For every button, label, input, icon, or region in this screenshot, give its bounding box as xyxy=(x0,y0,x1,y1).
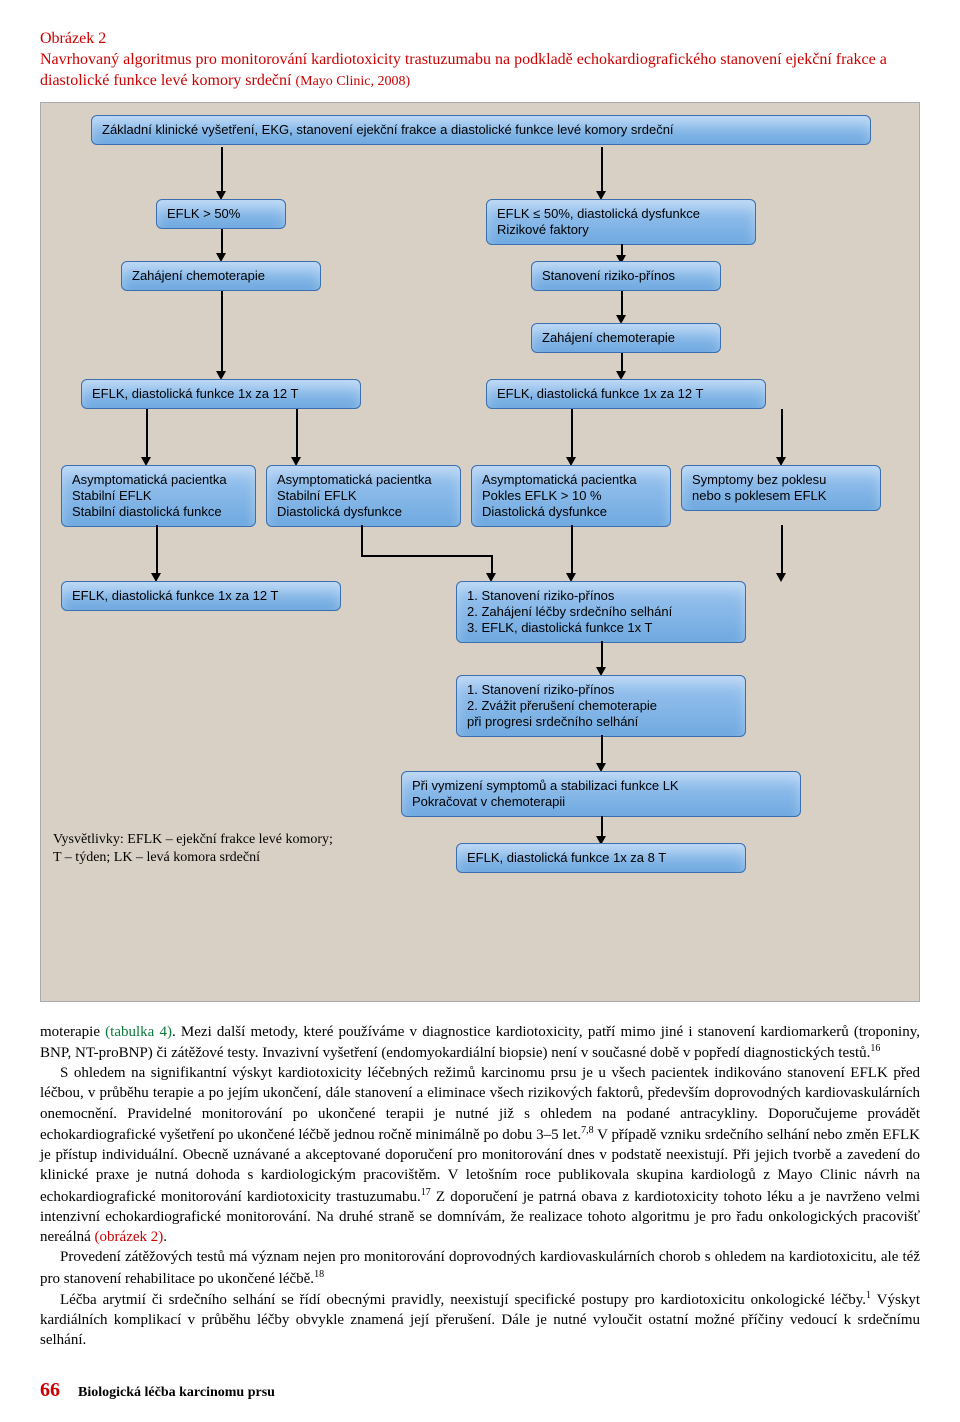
node-eflk8t: EFLK, diastolická funkce 1x za 8 T xyxy=(456,843,746,873)
figure-title: Obrázek 2 xyxy=(40,30,920,48)
arrow xyxy=(361,525,363,555)
arrow xyxy=(781,525,783,575)
node-asympt-pokles: Asymptomatická pacientka Pokles EFLK > 1… xyxy=(471,465,671,528)
arrow xyxy=(781,409,783,459)
node-baseline: Základní klinické vyšetření, EKG, stanov… xyxy=(91,115,871,145)
node-steps-3: 1. Stanovení riziko-přínos 2. Zahájení l… xyxy=(456,581,746,644)
body-text: moterapie (tabulka 4). Mezi další metody… xyxy=(40,1022,920,1351)
arrow xyxy=(156,525,158,575)
figure-legend: Vysvětlivky: EFLK – ejekční frakce levé … xyxy=(53,831,333,867)
arrow xyxy=(571,409,573,459)
node-stanoveni-riziko: Stanovení riziko-přínos xyxy=(531,261,721,291)
arrow xyxy=(621,291,623,317)
node-asympt-stable: Asymptomatická pacientka Stabilní EFLK S… xyxy=(61,465,256,528)
text: . xyxy=(163,1229,167,1245)
citation-sup: 18 xyxy=(314,1269,324,1280)
figure-subtitle-text: Navrhovaný algoritmus pro monitorování k… xyxy=(40,51,887,89)
citation-sup: 17 xyxy=(421,1187,431,1198)
node-asympt-diast-dys: Asymptomatická pacientka Stabilní EFLK D… xyxy=(266,465,461,528)
text: . Mezi další metody, které používáme v d… xyxy=(40,1024,920,1061)
node-vymizeni: Při vymizení symptomů a stabilizaci funk… xyxy=(401,771,801,818)
arrow xyxy=(571,525,573,575)
text: Provedení zátěžových testů má význam nej… xyxy=(40,1249,920,1286)
table-reference: (tabulka 4) xyxy=(105,1024,172,1040)
arrow xyxy=(221,229,223,255)
node-zahajeni-chemo-right: Zahájení chemoterapie xyxy=(531,323,721,353)
arrow xyxy=(621,353,623,373)
text: Léčba arytmií či srdečního selhání se ří… xyxy=(60,1292,866,1308)
node-eflk12t-bottom: EFLK, diastolická funkce 1x za 12 T xyxy=(61,581,341,611)
arrow xyxy=(601,147,603,193)
page-number: 66 xyxy=(40,1379,60,1402)
arrow xyxy=(601,816,603,838)
arrow xyxy=(361,555,491,557)
text: moterapie xyxy=(40,1024,105,1040)
node-zahajeni-chemo-left: Zahájení chemoterapie xyxy=(121,261,321,291)
figure-subtitle: Navrhovaný algoritmus pro monitorování k… xyxy=(40,50,920,92)
arrow xyxy=(296,409,298,459)
figure-citation: (Mayo Clinic, 2008) xyxy=(295,74,410,89)
arrow-head-icon xyxy=(776,573,786,582)
node-eflk-le50: EFLK ≤ 50%, diastolická dysfunkce Riziko… xyxy=(486,199,756,246)
page-footer: 66 Biologická léčba karcinomu prsu xyxy=(40,1379,920,1402)
node-eflk12t-left: EFLK, diastolická funkce 1x za 12 T xyxy=(81,379,361,409)
arrow xyxy=(146,409,148,459)
node-eflk-gt50: EFLK > 50% xyxy=(156,199,286,229)
arrow xyxy=(601,735,603,765)
footer-title: Biologická léčba karcinomu prsu xyxy=(78,1385,275,1401)
citation-sup: 16 xyxy=(870,1043,880,1054)
node-eflk12t-right: EFLK, diastolická funkce 1x za 12 T xyxy=(486,379,766,409)
figure-reference: (obrázek 2) xyxy=(95,1229,164,1245)
flowchart: Základní klinické vyšetření, EKG, stanov… xyxy=(40,102,920,1002)
node-steps-2: 1. Stanovení riziko-přínos 2. Zvážit pře… xyxy=(456,675,746,738)
arrow xyxy=(221,291,223,373)
arrow xyxy=(601,641,603,669)
citation-sup: 7,8 xyxy=(581,1125,594,1136)
node-symptomy: Symptomy bez poklesu nebo s poklesem EFL… xyxy=(681,465,881,512)
arrow xyxy=(221,147,223,193)
arrow xyxy=(491,555,493,575)
